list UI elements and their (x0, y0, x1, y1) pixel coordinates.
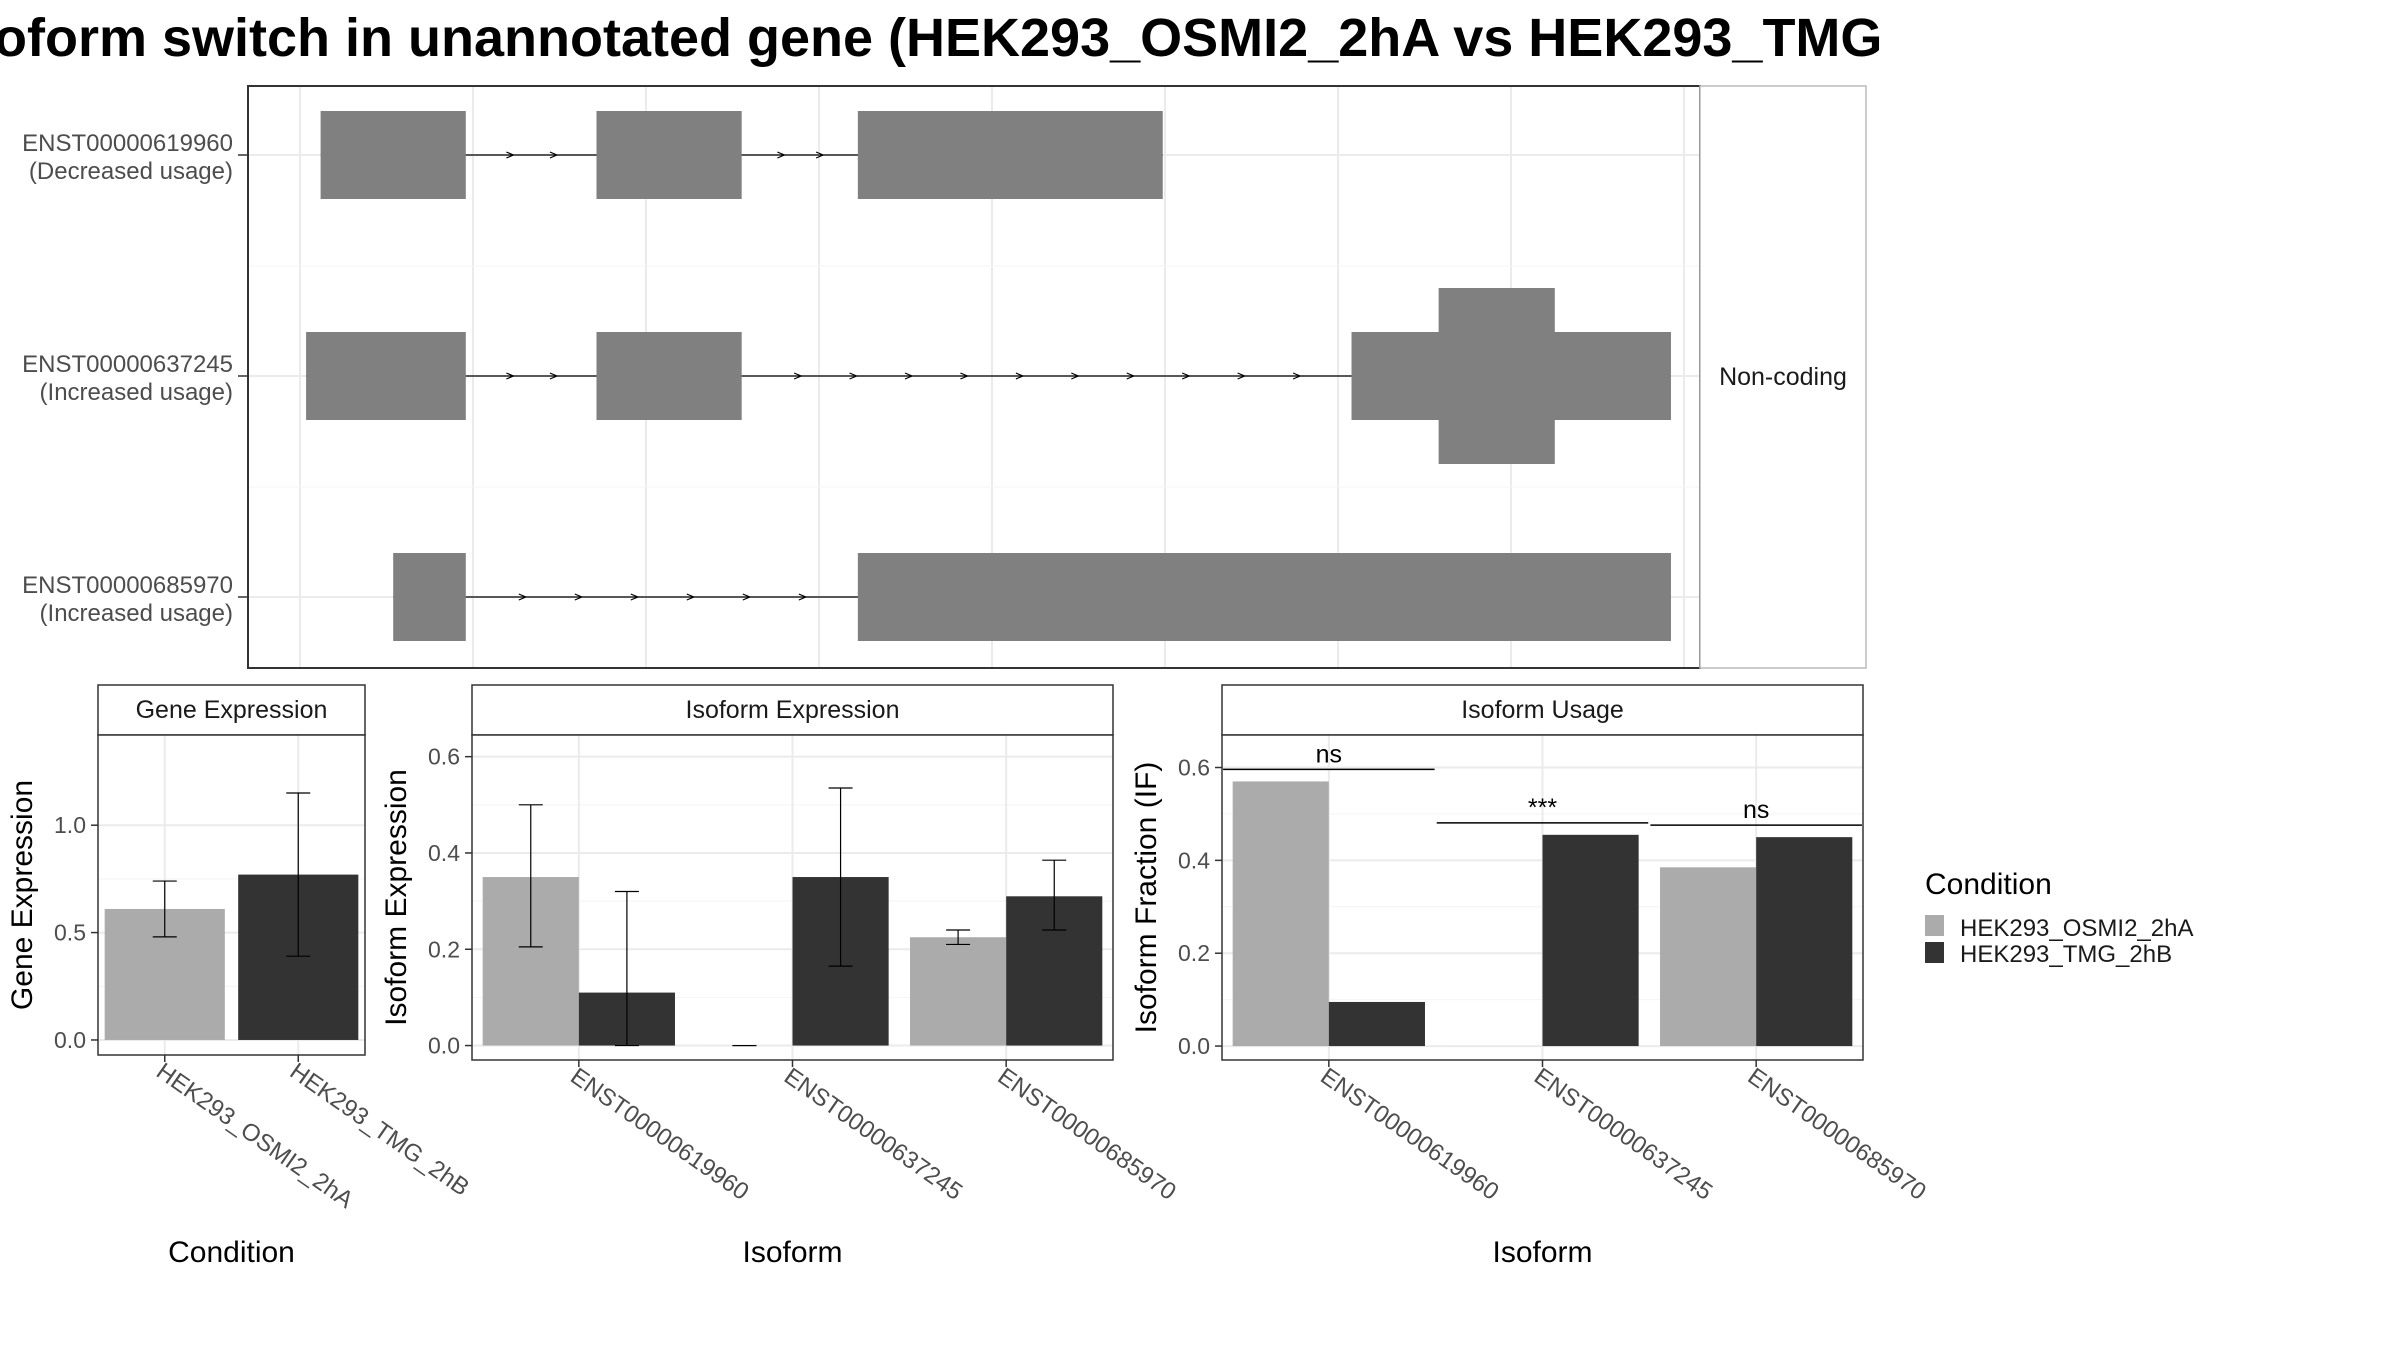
gene-expression-ytick-label: 0.5 (54, 920, 86, 946)
structure-strip (1699, 85, 1867, 669)
structure-strip-label: Non-coding (1719, 363, 1847, 391)
isoform-usage-ytick-label: 0.4 (1178, 847, 1210, 873)
intron-direction-arrow (798, 593, 808, 601)
isoform-usage-xtick-label: ENST00000637245 (1529, 1063, 1717, 1206)
exon-block (393, 553, 466, 641)
gene-expression-ytick-label: 0.0 (54, 1027, 86, 1053)
isoform-expression-ytick-label: 0.2 (428, 936, 460, 962)
isoform-expression-xtick-label: ENST00000619960 (565, 1063, 753, 1206)
isoform-usage-note: (Increased usage) (40, 379, 233, 406)
isoform-usage-significance-label: ns (1743, 796, 1769, 824)
isoform-usage-xtick-label: ENST00000619960 (1315, 1063, 1503, 1206)
isoform-expression-panel-border (471, 734, 1114, 1061)
intron-direction-arrow (1071, 372, 1080, 380)
gene-expression-strip-title: Gene Expression (136, 696, 328, 724)
intron-direction-arrow (506, 372, 515, 380)
isoform-id-label: ENST00000637245 (22, 351, 233, 378)
isoform-usage-significance-label: *** (1528, 794, 1557, 822)
isoform-expression-ytick-label: 0.0 (428, 1033, 460, 1059)
isoform-expression-xtick-label: ENST00000637245 (779, 1063, 967, 1206)
exon-block (306, 332, 466, 420)
intron-direction-arrow (630, 593, 640, 601)
isoform-usage-xlabel: Isoform (1492, 1236, 1592, 1269)
legend-swatch-cond-a (1925, 915, 1944, 936)
intron-direction-arrow (793, 372, 803, 380)
isoform-expression-xlabel: Isoform (742, 1236, 842, 1269)
isoform-usage-bar (1328, 1001, 1425, 1047)
isoform-expression-panel: Isoform Expression 0.0 0.2 0.4 0.6 ENST000006… (380, 684, 1181, 1269)
gene-expression-strip (97, 684, 366, 736)
intron-direction-arrow (1292, 372, 1302, 380)
isoform-usage-note: (Increased usage) (40, 600, 233, 627)
isoform-usage-bar (1542, 834, 1639, 1047)
legend-label-cond-a: HEK293_OSMI2_2hA (1960, 915, 2193, 942)
isoform-usage-panel-border (1221, 734, 1864, 1061)
isoform-usage-strip-title: Isoform Usage (1461, 696, 1624, 724)
isoform-expression-ytick-label: 0.4 (428, 840, 460, 866)
legend-title: Condition (1925, 868, 2052, 901)
isoform-expression-strip-title: Isoform Expression (686, 696, 900, 724)
exon-block (320, 111, 466, 199)
legend-label-cond-b: HEK293_TMG_2hB (1960, 941, 2172, 968)
isoform-usage-ylabel: Isoform Fraction (IF) (1130, 762, 1163, 1034)
isoform-usage-panel: Isoform Usage 0.0 0.2 0.4 0.6 ns ENST000006199… (1130, 684, 1931, 1269)
gene-expression-ytick-label: 1.0 (54, 812, 86, 838)
intron-direction-arrow (1015, 372, 1025, 380)
isoform-usage-significance-label: ns (1316, 740, 1342, 768)
intron-direction-arrow (549, 151, 559, 159)
intron-direction-arrow (506, 151, 515, 159)
intron-direction-arrow (1237, 372, 1247, 380)
isoform-id-label: ENST00000619960 (22, 130, 233, 157)
transcript-structure-panel: ENST00000619960(Decreased usage) ENST0000… (22, 85, 1867, 669)
isoform-usage-bar (1232, 781, 1329, 1047)
exon-block (1438, 288, 1555, 464)
isoform-usage-bar (1660, 867, 1757, 1047)
figure-title: oform switch in unannotated gene (HEK293… (0, 8, 1882, 68)
isoform-expression-xtick-label: ENST00000685970 (993, 1063, 1181, 1206)
intron-direction-arrow (742, 593, 752, 601)
intron-direction-arrow (960, 372, 969, 380)
isoform-expression-bar (910, 937, 1007, 1046)
isoform-id-label: ENST00000685970 (22, 572, 233, 599)
isoform-expression-ytick-label: 0.6 (428, 744, 460, 770)
gene-expression-panel-border (97, 734, 366, 1056)
intron-direction-arrow (518, 593, 528, 601)
isoform-usage-ytick-label: 0.6 (1178, 755, 1210, 781)
isoform-expression-ylabel: Isoform Expression (380, 769, 413, 1026)
gene-expression-ylabel: Gene Expression (6, 780, 39, 1010)
intron-direction-arrow (815, 151, 825, 159)
condition-legend: Condition HEK293_OSMI2_2hA HEK293_TMG_2h… (1925, 868, 2193, 968)
intron-direction-arrow (574, 593, 584, 601)
intron-direction-arrow (1126, 372, 1136, 380)
exon-block (857, 111, 1163, 199)
intron-direction-arrow (904, 372, 914, 380)
isoform-usage-ytick-label: 0.2 (1178, 940, 1210, 966)
intron-direction-arrow (1181, 372, 1191, 380)
exon-block (596, 332, 742, 420)
intron-direction-arrow (777, 151, 786, 159)
isoform-usage-strip (1221, 684, 1864, 736)
isoform-usage-bar (1756, 837, 1853, 1047)
isoform-expression-strip (471, 684, 1114, 736)
isoform-usage-xtick-label: ENST00000685970 (1743, 1063, 1931, 1206)
isoform-usage-note: (Decreased usage) (29, 158, 233, 185)
exon-block (857, 553, 1671, 641)
legend-swatch-cond-b (1925, 942, 1944, 963)
intron-direction-arrow (549, 372, 559, 380)
isoform-usage-ytick-label: 0.0 (1178, 1033, 1210, 1059)
gene-expression-xlabel: Condition (168, 1236, 295, 1269)
intron-direction-arrow (849, 372, 859, 380)
exon-block (596, 111, 742, 199)
intron-direction-arrow (686, 593, 696, 601)
